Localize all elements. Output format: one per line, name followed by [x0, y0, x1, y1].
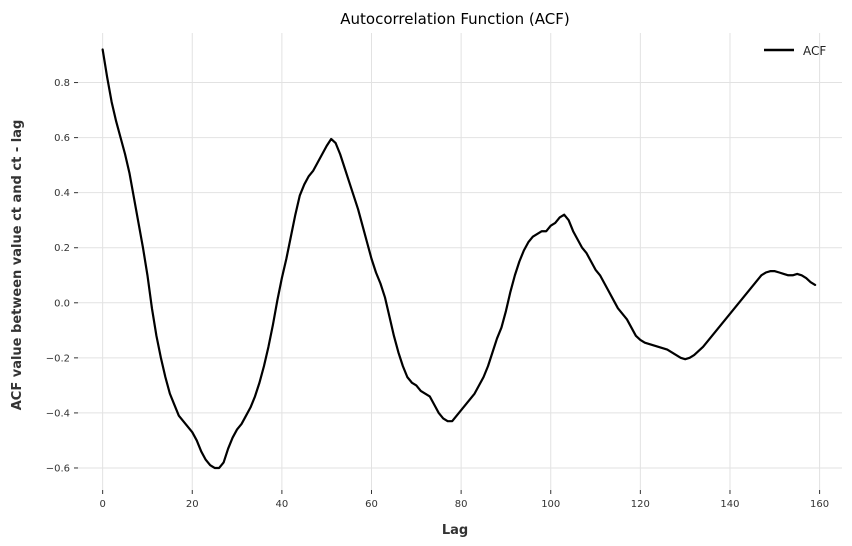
x-tick-label: 100	[541, 499, 560, 510]
x-axis-label: Lag	[442, 523, 468, 538]
y-axis-label: ACF value between value ct and ct - lag	[10, 120, 25, 411]
x-tick-label: 20	[186, 499, 199, 510]
x-tick-label: 160	[810, 499, 829, 510]
chart-title: Autocorrelation Function (ACF)	[340, 10, 569, 28]
x-tick-label: 0	[99, 499, 105, 510]
y-tick-label: −0.6	[46, 463, 70, 474]
y-tick-label: −0.4	[46, 408, 70, 419]
y-tick-label: 0.0	[54, 298, 70, 309]
axis-ticks: 0 20 40 60 80 100 120 140 160 −0.6 −0.4 −0.2 0.0 0.2 0…	[46, 78, 829, 510]
y-tick-label: −0.2	[46, 353, 70, 364]
x-tick-label: 40	[276, 499, 289, 510]
y-tick-label: 0.6	[54, 133, 70, 144]
y-tick-label: 0.2	[54, 243, 70, 254]
y-tick-label: 0.8	[54, 78, 70, 89]
legend: ACF	[764, 44, 826, 58]
legend-label-acf: ACF	[803, 44, 826, 58]
x-tick-label: 120	[631, 499, 650, 510]
y-tick-label: 0.4	[54, 188, 70, 199]
series-layer	[101, 48, 817, 470]
x-tick-label: 140	[720, 499, 739, 510]
grid-lines	[78, 33, 842, 490]
x-tick-label: 80	[455, 499, 468, 510]
x-tick-label: 60	[365, 499, 378, 510]
acf-series-line	[101, 48, 817, 470]
